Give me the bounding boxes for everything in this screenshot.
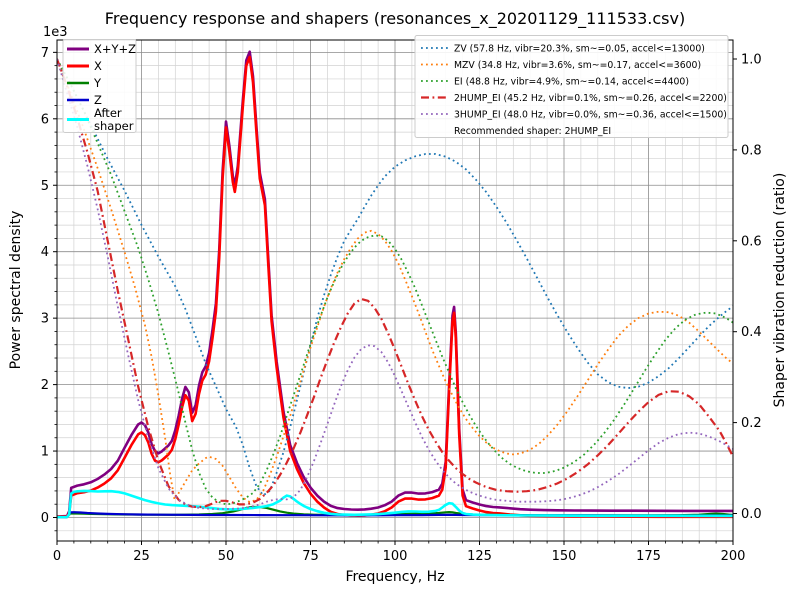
y-left-offset-label: 1e3: [43, 25, 68, 40]
x-tick-label: 125: [467, 549, 492, 564]
psd-series-layer: [57, 50, 733, 519]
y-left-tick-label: 2: [41, 378, 49, 393]
legend-shaper-box: [414, 35, 729, 138]
y-left-tick-label: 6: [41, 112, 49, 127]
y-right-tick-label: 0.2: [741, 416, 762, 431]
legend-label: Y: [93, 76, 102, 90]
legend-label: Z: [94, 93, 102, 107]
chart-title: Frequency response and shapers (resonanc…: [105, 9, 685, 29]
y-right-tick-label: 0.6: [741, 234, 762, 249]
legend-label: 3HUMP_EI (48.0 Hz, vibr=0.0%, sm~=0.36, …: [454, 110, 727, 121]
x-tick-label: 25: [133, 549, 150, 564]
series-2HUMP_EI: [57, 58, 733, 509]
y-right-tick-label: 0.4: [741, 325, 762, 340]
series-After-shaper: [57, 489, 733, 519]
y-right-tick-label: 1.0: [741, 53, 762, 68]
y-right-tick-label: 0.0: [741, 507, 762, 522]
series-MZV: [57, 58, 733, 503]
legend-psd-box: [62, 39, 137, 133]
legend-label: After: [94, 106, 122, 120]
y-left-tick-label: 5: [41, 179, 49, 194]
y-left-tick-label: 7: [41, 46, 49, 61]
legend-shaper: ZV (57.8 Hz, vibr=20.3%, sm~=0.05, accel…: [414, 35, 729, 138]
series-X: [57, 55, 733, 519]
legend-label: EI (48.8 Hz, vibr=4.9%, sm~=0.14, accel<…: [454, 77, 689, 88]
x-tick-label: 75: [302, 549, 319, 564]
y-left-tick-label: 3: [41, 312, 49, 327]
legend-label: ZV (57.8 Hz, vibr=20.3%, sm~=0.05, accel…: [454, 44, 705, 55]
y-left-tick-label: 4: [41, 245, 49, 260]
series-EI: [57, 58, 733, 506]
x-tick-label: 0: [53, 549, 61, 564]
x-tick-label: 175: [636, 549, 661, 564]
legend-label: X: [94, 59, 102, 73]
y-right-tick-label: 0.8: [741, 143, 762, 158]
legend-label: shaper: [94, 119, 134, 133]
series-ZV: [57, 58, 733, 497]
y-right-axis-label: Shaper vibration reduction (ratio): [772, 173, 788, 408]
y-left-tick-label: 0: [41, 511, 49, 526]
legend-recommendation: Recommended shaper: 2HUMP_EI: [454, 126, 611, 137]
legend-label: 2HUMP_EI (45.2 Hz, vibr=0.1%, sm~=0.26, …: [454, 93, 727, 104]
series-3HUMP_EI: [57, 58, 733, 510]
x-tick-label: 100: [383, 549, 408, 564]
x-tick-label: 200: [721, 549, 746, 564]
x-tick-label: 150: [552, 549, 577, 564]
x-axis-label: Frequency, Hz: [345, 569, 444, 585]
legend-label: MZV (34.8 Hz, vibr=3.6%, sm~=0.17, accel…: [454, 60, 701, 71]
y-left-axis-label: Power spectral density: [8, 211, 24, 370]
y-left-tick-label: 1: [41, 445, 49, 460]
axes-layer: 0 25 50 75 100 125 150 175 200 0 1 2 3 4 5 6 7 0.0 0.2 0.4 0…: [41, 39, 762, 564]
shaper-series-layer: [57, 58, 733, 510]
x-tick-label: 50: [218, 549, 235, 564]
legend-label: X+Y+Z: [94, 42, 136, 56]
